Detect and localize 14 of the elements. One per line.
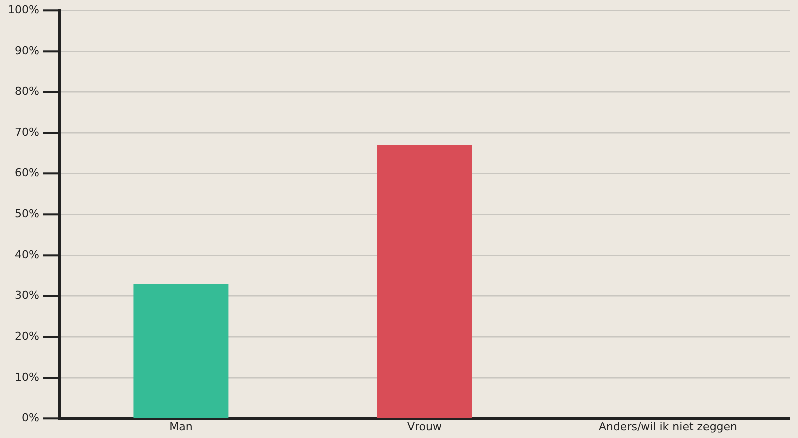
x-tick-label: Anders/wil ik niet zeggen	[598, 420, 738, 434]
y-tick-label: 90%	[14, 44, 40, 58]
y-tick-label: 60%	[14, 166, 40, 180]
x-tick-label: Vrouw	[407, 420, 442, 434]
y-tick-label: 30%	[14, 289, 40, 302]
y-tick-label: 70%	[14, 126, 40, 139]
y-tick-label: 20%	[14, 330, 40, 344]
y-tick-label: 0%	[22, 412, 40, 425]
y-tick-label: 50%	[14, 208, 40, 221]
x-tick-label: Man	[170, 420, 193, 434]
y-tick-label: 80%	[14, 85, 40, 98]
y-tick-label: 100%	[8, 3, 40, 16]
y-tick-label: 40%	[14, 248, 40, 262]
y-tick-label: 10%	[14, 370, 40, 384]
